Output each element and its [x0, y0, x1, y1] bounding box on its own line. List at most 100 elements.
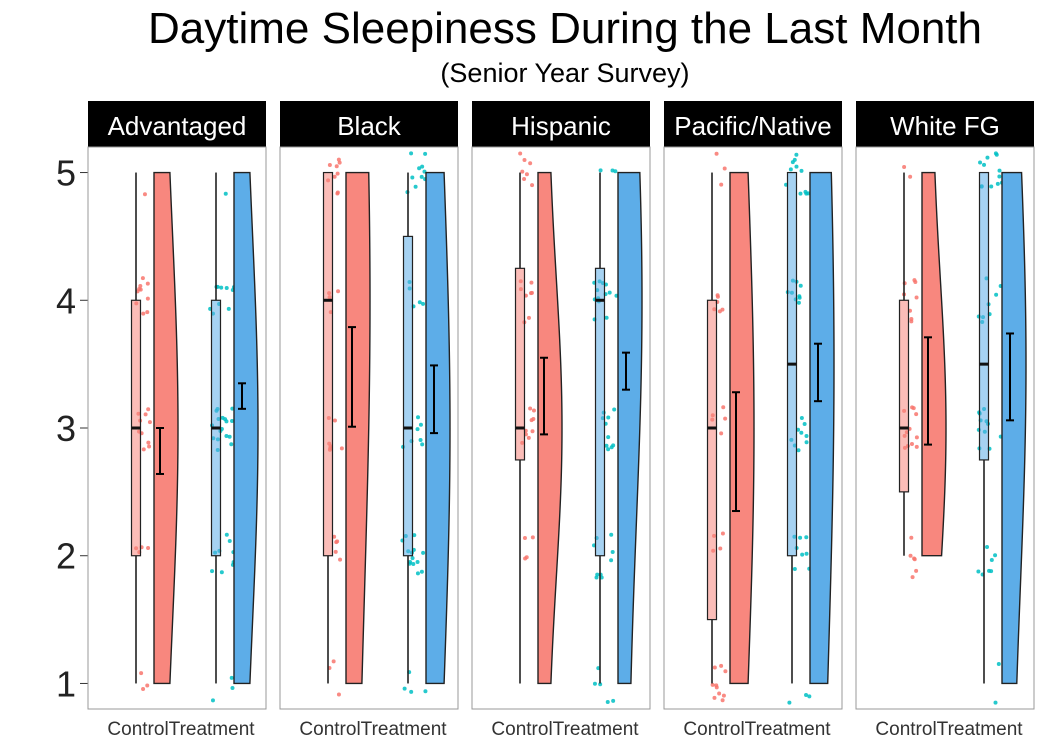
data-point [146, 407, 151, 412]
data-point [604, 315, 609, 320]
data-point [526, 435, 531, 440]
facet-label: Black [337, 111, 402, 141]
data-point [409, 689, 414, 694]
y-axis: 1 2 3 4 5 [56, 153, 88, 704]
data-point [606, 447, 611, 452]
y-tick-label: 2 [56, 536, 76, 577]
data-point [335, 190, 340, 195]
facet-panel: Hispanic ControlTreatment [471, 101, 651, 740]
data-point [141, 447, 146, 452]
data-point [335, 171, 340, 176]
data-point [147, 420, 152, 425]
data-point [142, 192, 147, 197]
facet-strip [664, 101, 842, 147]
data-point [799, 168, 804, 173]
box-iqr [978, 171, 990, 461]
data-point [997, 168, 1002, 173]
data-point [787, 700, 792, 705]
data-point [985, 545, 990, 550]
data-point [530, 429, 535, 434]
data-point [796, 300, 801, 305]
violin-cloud [537, 171, 563, 685]
data-point [807, 694, 812, 699]
facet-strip [88, 101, 266, 147]
box-iqr [594, 267, 606, 557]
data-point [415, 560, 420, 565]
data-point [914, 295, 919, 300]
data-point [598, 168, 603, 173]
violin-cloud [729, 171, 755, 685]
data-point [327, 162, 332, 167]
data-point [796, 448, 801, 453]
data-point [993, 151, 998, 156]
data-point [909, 319, 914, 324]
data-point [914, 444, 919, 449]
data-point [720, 698, 725, 703]
data-point [530, 535, 535, 540]
box-iqr [514, 267, 526, 461]
data-point [420, 164, 425, 169]
data-point [528, 161, 533, 166]
chart-subtitle: (Senior Year Survey) [440, 58, 690, 88]
data-point [333, 549, 338, 554]
data-point [528, 291, 533, 296]
data-point [210, 698, 215, 703]
data-point [523, 556, 528, 561]
data-point [804, 535, 809, 540]
data-point [415, 571, 420, 576]
data-point [912, 278, 917, 283]
data-point [141, 686, 146, 691]
data-point [412, 533, 417, 538]
data-point [338, 557, 343, 562]
data-point [797, 295, 802, 300]
facet-label: Advantaged [108, 111, 247, 141]
data-point [909, 535, 914, 540]
data-point [520, 169, 525, 174]
data-point [993, 700, 998, 705]
data-point [794, 152, 799, 157]
data-point [792, 157, 797, 162]
x-tick-label: ControlTreatment [299, 719, 447, 740]
data-point [146, 440, 151, 445]
facet-panel: White FG ControlTreatment [855, 101, 1035, 740]
data-point [606, 435, 611, 440]
data-point [910, 575, 915, 580]
panel-border [279, 146, 459, 710]
data-point [224, 434, 229, 439]
violin-cloud [233, 171, 259, 685]
data-point [995, 181, 1000, 186]
data-point [723, 669, 728, 674]
data-point [996, 662, 1001, 667]
violin-cloud [809, 171, 835, 685]
data-point [227, 538, 232, 543]
data-point [607, 290, 612, 295]
data-point [145, 281, 150, 286]
data-point [609, 558, 614, 563]
violin-cloud [345, 171, 371, 685]
data-point [419, 569, 424, 574]
data-point [989, 184, 994, 189]
data-point [914, 435, 919, 440]
data-point [721, 693, 726, 698]
data-point [418, 438, 423, 443]
data-point [712, 665, 717, 670]
data-point [914, 412, 919, 417]
data-point [410, 556, 415, 561]
violin-cloud [617, 171, 643, 685]
data-point [219, 285, 224, 290]
data-point [141, 311, 146, 316]
data-point [336, 692, 341, 697]
facet-strip [280, 101, 458, 147]
panel-border [663, 146, 843, 710]
data-point [719, 431, 724, 436]
data-point [799, 430, 804, 435]
box-iqr [706, 299, 718, 621]
data-point [715, 293, 720, 298]
data-point [598, 682, 603, 687]
data-point [719, 182, 724, 187]
data-point [224, 532, 229, 537]
violin-cloud [1001, 171, 1027, 685]
data-point [978, 160, 983, 165]
chart-title: Daytime Sleepiness During the Last Month [148, 4, 982, 53]
facet-strip [472, 101, 650, 147]
